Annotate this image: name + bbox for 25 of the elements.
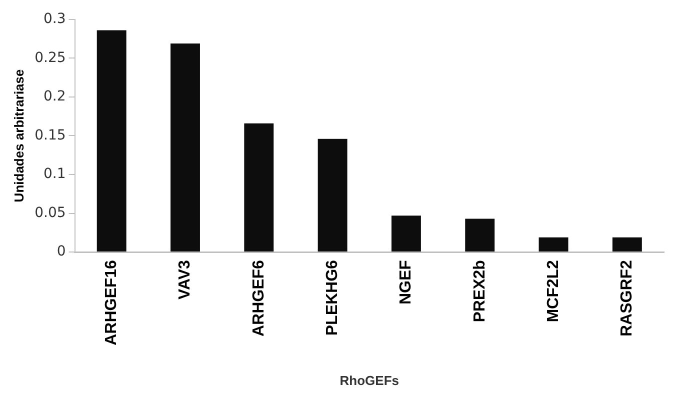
y-tick-label: 0 [56,244,66,260]
bar [96,30,126,252]
y-tick-label: 0.3 [44,11,66,28]
y-tick-label: 0.05 [34,204,66,221]
y-tick-label: 0.1 [44,166,66,182]
y-tick-label: 0.25 [34,50,66,66]
x-tick-label: MCF2L2 [544,260,562,322]
x-tick-label: NGEF [398,260,415,304]
bar [170,43,200,252]
x-tick-label: RASGRF2 [618,260,636,336]
bar [244,123,274,252]
bar [465,218,495,252]
y-tick-label: 0.2 [44,88,66,105]
x-tick-label: ARHGEF6 [250,260,268,336]
bar [612,237,642,252]
y-tick-label: 0.15 [34,127,66,144]
x-tick-label: PLEKHG6 [324,260,341,336]
y-axis-title: Unidades arbitrariase [11,69,26,202]
x-axis-title: RhoGEFs [340,372,400,388]
bar [538,237,568,252]
x-tick-label: ARHGEF16 [103,260,120,346]
x-tick-label: VAV3 [176,260,194,300]
x-tick-label: PREX2b [471,260,488,322]
bar [391,216,421,252]
bar [318,138,348,252]
